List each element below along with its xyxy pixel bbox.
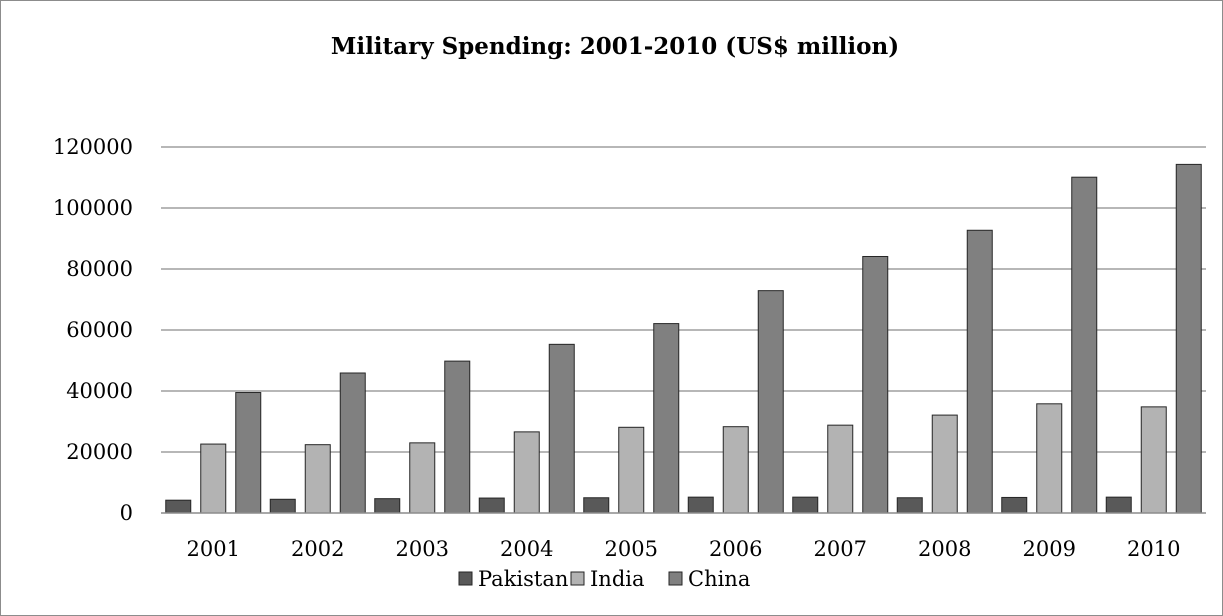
y-tick-label: 20000: [66, 440, 133, 464]
bar-china-2003: [444, 360, 471, 514]
legend-label-pakistan: Pakistan: [478, 567, 568, 591]
bar-pakistan-2003: [374, 498, 401, 514]
x-tick-label: 2001: [187, 537, 240, 561]
legend-label-china: China: [688, 567, 750, 591]
y-tick-label: 80000: [66, 257, 133, 281]
bar-pakistan-2002: [269, 498, 296, 514]
legend-swatch-india: [570, 571, 585, 586]
x-tick-label: 2009: [1023, 537, 1076, 561]
bar-china-2001: [235, 392, 262, 514]
bars: [165, 163, 1202, 514]
bar-china-2005: [653, 323, 680, 514]
bar-china-2002: [339, 372, 366, 514]
bar-india-2009: [1036, 403, 1063, 514]
x-tick-label: 2007: [814, 537, 867, 561]
x-tick-label: 2005: [605, 537, 658, 561]
bar-pakistan-2004: [478, 497, 505, 514]
bar-india-2008: [931, 414, 958, 514]
bar-china-2006: [757, 290, 784, 514]
legend-swatch-china: [668, 571, 683, 586]
legend-swatch-pakistan: [458, 571, 473, 586]
x-tick-label: 2004: [500, 537, 553, 561]
bar-pakistan-2001: [165, 499, 192, 514]
bar-china-2010: [1175, 163, 1202, 514]
bar-china-2004: [548, 343, 575, 514]
gridlines: [161, 146, 1206, 453]
bar-china-2007: [862, 255, 889, 514]
bar-india-2003: [409, 442, 436, 514]
axes: 0 20000 40000 60000 80000 100000 120000 2001 200…: [53, 135, 1206, 561]
bar-china-2008: [966, 229, 993, 514]
y-tick-label: 100000: [53, 196, 133, 220]
bar-china-2009: [1071, 176, 1098, 514]
bar-india-2010: [1140, 406, 1167, 514]
bar-pakistan-2009: [1001, 496, 1028, 514]
bar-india-2001: [200, 443, 227, 514]
bar-india-2005: [618, 426, 645, 514]
legend: Pakistan India China: [458, 567, 750, 591]
bar-pakistan-2008: [896, 497, 923, 514]
bar-pakistan-2006: [687, 496, 714, 514]
x-tick-label: 2010: [1127, 537, 1180, 561]
bar-pakistan-2005: [583, 497, 610, 514]
bar-pakistan-2007: [792, 496, 819, 514]
x-tick-label: 2008: [918, 537, 971, 561]
x-tick-label: 2003: [396, 537, 449, 561]
bar-india-2002: [304, 444, 331, 514]
legend-label-india: India: [590, 567, 645, 591]
bar-india-2007: [827, 424, 854, 514]
y-tick-label: 120000: [53, 135, 133, 159]
y-tick-label: 40000: [66, 379, 133, 403]
bar-india-2004: [513, 431, 540, 514]
x-tick-label: 2006: [709, 537, 762, 561]
bar-pakistan-2010: [1105, 496, 1132, 514]
chart-title: Military Spending: 2001-2010 (US$ millio…: [331, 33, 899, 60]
y-tick-label: 0: [120, 501, 133, 525]
bar-india-2006: [722, 426, 749, 514]
y-tick-label: 60000: [66, 318, 133, 342]
x-tick-label: 2002: [291, 537, 344, 561]
